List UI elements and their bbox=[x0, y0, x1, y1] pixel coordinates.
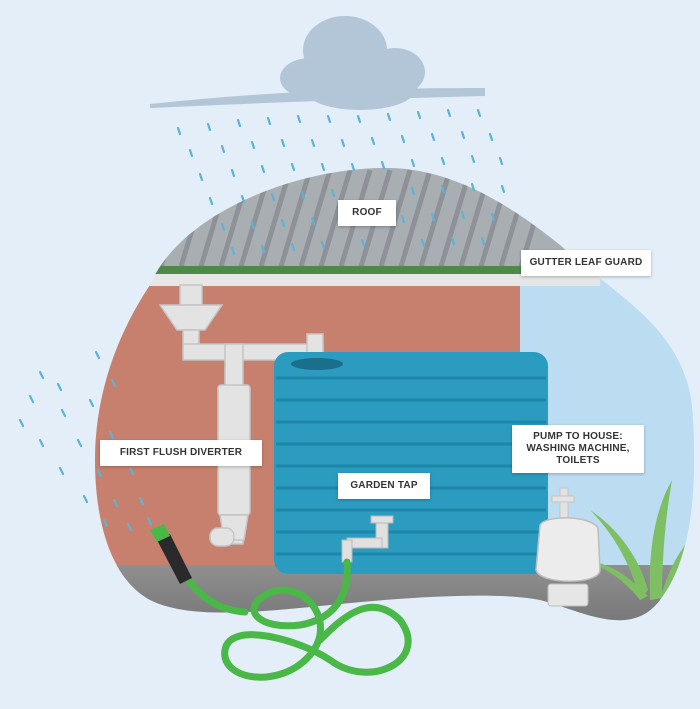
label-roof: ROOF bbox=[338, 200, 396, 226]
label-pump-line-3: TOILETS bbox=[556, 455, 600, 466]
label-first-flush-diverter: FIRST FLUSH DIVERTER bbox=[100, 440, 262, 466]
corrugated-roof bbox=[95, 168, 580, 271]
label-gutter-leaf-guard: GUTTER LEAF GUARD bbox=[521, 250, 651, 276]
cloud-icon bbox=[150, 16, 485, 110]
hose-nozzle-icon bbox=[150, 524, 192, 584]
label-pump-to-house: PUMP TO HOUSE: WASHING MACHINE, TOILETS bbox=[512, 425, 644, 473]
rain-icon bbox=[176, 108, 506, 256]
pump-icon bbox=[535, 487, 601, 607]
gutter bbox=[95, 274, 600, 286]
gutter-leaf-guard bbox=[95, 266, 600, 274]
label-pump-line-1: PUMP TO HOUSE: bbox=[533, 431, 623, 442]
label-pump-line-2: WASHING MACHINE, bbox=[526, 443, 630, 454]
garden-tap-icon bbox=[341, 515, 394, 563]
spray-icon bbox=[18, 350, 153, 532]
water-tank bbox=[274, 352, 548, 574]
label-garden-tap: GARDEN TAP bbox=[338, 473, 430, 499]
